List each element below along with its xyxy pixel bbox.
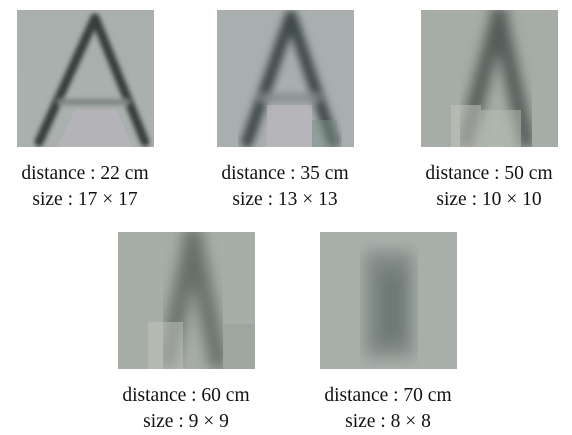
size-label: size : 17 × 17 — [10, 187, 160, 213]
panel-50cm: distance : 50 cm size : 10 × 10 — [414, 10, 564, 213]
distance-label: distance : 35 cm — [210, 161, 360, 187]
panel-22cm: distance : 22 cm size : 17 × 17 — [10, 10, 160, 213]
size-label: size : 8 × 8 — [313, 409, 463, 435]
distance-label: distance : 60 cm — [111, 383, 261, 409]
letter-a-thumbnail-9px — [118, 232, 255, 369]
size-label: size : 10 × 10 — [414, 187, 564, 213]
distance-label: distance : 22 cm — [10, 161, 160, 187]
panel-70cm: distance : 70 cm size : 8 × 8 — [313, 232, 463, 435]
letter-a-thumbnail-8px — [320, 232, 457, 369]
distance-label: distance : 50 cm — [414, 161, 564, 187]
letter-a-thumbnail-17px — [17, 10, 154, 147]
distance-label: distance : 70 cm — [313, 383, 463, 409]
letter-a-thumbnail-13px — [217, 10, 354, 147]
panel-60cm: distance : 60 cm size : 9 × 9 — [111, 232, 261, 435]
size-label: size : 13 × 13 — [210, 187, 360, 213]
letter-a-thumbnail-10px — [421, 10, 558, 147]
panel-35cm: distance : 35 cm size : 13 × 13 — [210, 10, 360, 213]
size-label: size : 9 × 9 — [111, 409, 261, 435]
